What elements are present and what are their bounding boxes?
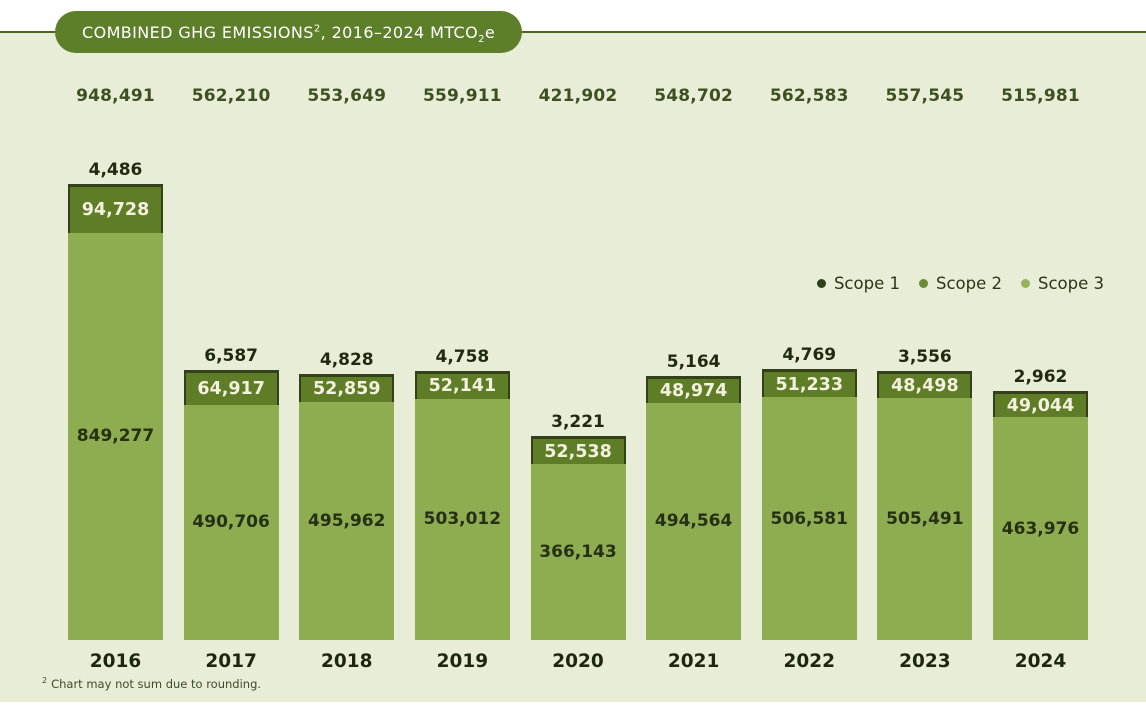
footnote-superscript: 2	[42, 676, 48, 685]
bar-column-2019: 559,911 4,758 52,141 503,012 2019	[414, 86, 510, 672]
year-label: 2019	[436, 651, 489, 672]
bar-column-2021: 548,702 5,164 48,974 494,564 2021	[646, 86, 742, 672]
scope3-segment: 490,706	[183, 404, 279, 640]
year-label: 2020	[552, 651, 604, 672]
scope2-segment: 48,498	[877, 374, 973, 398]
scope2-segment: 48,974	[646, 379, 742, 403]
scope1-value-label: 3,221	[551, 412, 605, 433]
bar-column-2020: 421,902 3,221 52,538 366,143 2020	[530, 86, 626, 672]
total-value-label: 553,649	[307, 86, 387, 106]
total-value-label: 557,545	[885, 86, 965, 106]
bar-stack: 52,141 503,012	[414, 370, 510, 640]
bar-chart-plot-area: 948,491 4,486 94,728 849,277 2016 562,210 6,58…	[68, 86, 1088, 672]
scope1-segment	[68, 184, 163, 188]
bar-stack: 48,498 505,491	[877, 371, 973, 640]
scope1-segment	[761, 369, 857, 373]
bar-stack: 94,728 849,277	[68, 184, 163, 640]
scope1-value-label: 3,556	[897, 347, 952, 368]
scope1-segment	[414, 370, 510, 374]
legend-dot-icon	[816, 279, 826, 288]
chart-title-banner: COMBINED GHG EMISSIONS2, 2016–2024 MTCO2…	[55, 11, 523, 53]
bar-column-2016: 948,491 4,486 94,728 849,277 2016	[68, 86, 163, 672]
legend-dot-icon	[918, 279, 928, 288]
year-label: 2023	[899, 651, 951, 672]
total-value-label: 559,911	[422, 86, 502, 106]
bar-stack: 48,974 494,564	[646, 376, 742, 640]
footnote: 2 Chart may not sum due to rounding.	[42, 676, 261, 691]
scope2-segment: 64,917	[183, 373, 279, 405]
scope2-segment: 52,859	[299, 376, 395, 403]
scope1-segment	[877, 371, 973, 375]
scope2-segment: 51,233	[761, 372, 857, 397]
legend-item-scope-1: Scope 1	[816, 274, 900, 293]
bar-column-2018: 553,649 4,828 52,859 495,962 2018	[299, 86, 395, 672]
legend-item-scope-3: Scope 3	[1020, 274, 1104, 293]
year-label: 2018	[321, 651, 373, 672]
bar-column-2023: 557,545 3,556 48,498 505,491 2023	[877, 86, 973, 672]
scope1-segment	[299, 373, 395, 377]
scope3-segment: 503,012	[414, 398, 510, 640]
scope3-segment: 506,581	[761, 397, 857, 640]
scope1-segment	[530, 436, 626, 440]
total-value-label: 421,902	[538, 86, 618, 106]
scope1-value-label: 4,758	[435, 346, 490, 367]
scope1-segment	[183, 370, 279, 374]
scope1-value-label: 4,486	[88, 160, 143, 181]
scope1-value-label: 6,587	[204, 346, 259, 367]
bar-stack: 52,859 495,962	[299, 373, 395, 640]
year-label: 2016	[89, 651, 142, 672]
bar-stack: 64,917 490,706	[183, 370, 279, 640]
bar-stack: 51,233 506,581	[761, 369, 857, 640]
scope3-segment: 366,143	[530, 464, 626, 640]
scope2-segment: 49,044	[993, 393, 1088, 418]
bar-column-2024: 515,981 2,962 49,044 463,976 2024	[993, 86, 1088, 672]
scope1-value-label: 4,828	[319, 349, 374, 370]
legend-label: Scope 1	[833, 274, 900, 293]
total-value-label: 562,210	[191, 86, 271, 106]
year-label: 2021	[667, 651, 720, 672]
scope1-value-label: 4,769	[782, 345, 837, 366]
scope3-segment: 849,277	[68, 232, 163, 640]
scope3-segment: 505,491	[877, 397, 973, 640]
legend-label: Scope 3	[1037, 274, 1104, 293]
legend: Scope 1 Scope 2 Scope 3	[816, 274, 1104, 293]
scope2-segment: 94,728	[68, 187, 163, 233]
footnote-text: Chart may not sum due to rounding.	[51, 676, 262, 691]
chart-title-text: COMBINED GHG EMISSIONS2, 2016–2024 MTCO2…	[82, 22, 496, 45]
scope3-segment: 495,962	[299, 402, 395, 640]
bar-stack: 49,044 463,976	[993, 390, 1088, 640]
scope1-segment	[993, 390, 1088, 394]
bar-column-2022: 562,583 4,769 51,233 506,581 2022	[761, 86, 857, 672]
scope3-segment: 463,976	[993, 417, 1088, 640]
scope1-value-label: 5,164	[666, 352, 721, 373]
legend-label: Scope 2	[935, 274, 1002, 293]
bar-stack: 52,538 366,143	[530, 436, 626, 640]
year-label: 2022	[783, 651, 836, 672]
year-label: 2017	[205, 651, 257, 672]
year-label: 2024	[1014, 651, 1067, 672]
legend-dot-icon	[1020, 279, 1030, 288]
scope1-segment	[646, 376, 742, 380]
scope2-segment: 52,141	[414, 373, 510, 399]
scope1-value-label: 2,962	[1013, 366, 1068, 387]
scope3-segment: 494,564	[646, 402, 742, 640]
bar-column-2017: 562,210 6,587 64,917 490,706 2017	[183, 86, 279, 672]
total-value-label: 548,702	[654, 86, 734, 106]
total-value-label: 562,583	[769, 86, 849, 106]
total-value-label: 515,981	[1001, 86, 1080, 106]
total-value-label: 948,491	[76, 86, 155, 106]
banner-line	[0, 31, 1146, 33]
legend-item-scope-2: Scope 2	[918, 274, 1002, 293]
scope2-segment: 52,538	[530, 439, 626, 465]
